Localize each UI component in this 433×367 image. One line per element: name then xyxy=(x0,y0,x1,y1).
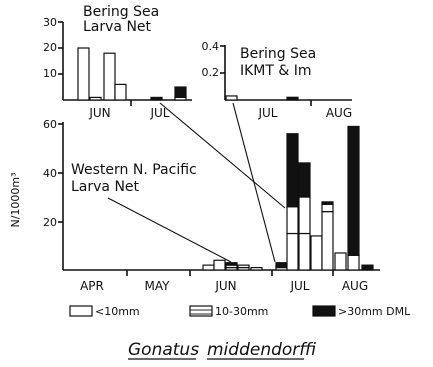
p1-month-jul: JUL xyxy=(149,106,169,120)
p3-month-may: MAY xyxy=(145,279,171,293)
panel-western-pacific: Western N. Pacific Larva Net 60 40 20 AP… xyxy=(43,118,380,293)
p3-ytick-60: 60 xyxy=(43,118,57,131)
p2-ytick-0.4: 0.4 xyxy=(202,40,220,53)
p1-ytick-30: 30 xyxy=(43,16,57,29)
p1-month-jun: JUN xyxy=(88,106,110,120)
bering_larva-bar-1-small xyxy=(89,96,102,101)
western_pacific-bar-10-small xyxy=(334,252,347,271)
western_pacific-bar-5-large xyxy=(275,262,288,269)
y-axis-label: N/1000m³ xyxy=(9,172,22,227)
p1-title-line2: Larva Net xyxy=(83,19,152,35)
western_pacific-bar-0-small xyxy=(202,264,215,271)
bering_ikmt-bar-1-large xyxy=(286,96,299,101)
western_pacific-bar-2-large xyxy=(225,262,238,266)
western_pacific-bar-6-large xyxy=(286,133,299,208)
western_pacific-bar-9-large xyxy=(321,201,334,205)
legend-swatch-small xyxy=(69,305,93,317)
legend-label-mid: 10-30mm xyxy=(215,305,268,318)
leader-line-western xyxy=(107,197,232,263)
bering_larva-bar-2-small xyxy=(103,52,116,101)
bering_larva-bar-5-large xyxy=(174,86,187,98)
p2-title-line2: IKMT & Im xyxy=(240,63,312,79)
western_pacific-bar-11-mid xyxy=(347,254,360,271)
caption-species: middendorffi xyxy=(207,340,316,360)
p2-month-jul: JUL xyxy=(257,106,277,120)
western_pacific-bar-9-mid xyxy=(321,203,334,213)
p2-ytick-0.2: 0.2 xyxy=(202,66,220,79)
bering_ikmt-bar-0-small xyxy=(225,95,238,101)
leader-line-bering-ikmt xyxy=(232,102,276,263)
western_pacific-bar-7-large xyxy=(298,162,311,198)
western_pacific-bar-6-small xyxy=(286,232,299,271)
p3-month-aug: AUG xyxy=(342,279,368,293)
bering_larva-bar-4-large xyxy=(150,96,163,101)
panel-bering-ikmt: Bering Sea IKMT & Im 0.4 0.2 JUL AUG xyxy=(202,40,353,120)
western_pacific-bar-1-mid xyxy=(213,259,226,271)
p3-title-line1: Western N. Pacific xyxy=(71,162,197,178)
western_pacific-bar-11-large xyxy=(347,125,360,256)
p3-ytick-20: 20 xyxy=(43,216,57,229)
p1-ytick-20: 20 xyxy=(43,41,57,54)
p3-month-apr: APR xyxy=(80,279,104,293)
panel-bering-larva: Bering Sea Larva Net 30 20 10 JUN JUL xyxy=(43,4,192,120)
p2-month-aug: AUG xyxy=(326,106,352,120)
p1-title-line1: Bering Sea xyxy=(83,4,159,20)
p3-month-jun: JUN xyxy=(214,279,236,293)
western_pacific-bar-3-mid xyxy=(237,264,250,269)
p3-ytick-40: 40 xyxy=(43,167,57,180)
p2-bars xyxy=(225,95,299,101)
p3-month-jul: JUL xyxy=(289,279,309,293)
western_pacific-bar-6-mid xyxy=(286,206,299,235)
legend-label-small: <10mm xyxy=(95,305,140,318)
caption: Gonatus middendorffi xyxy=(128,340,316,360)
western_pacific-bar-4-small xyxy=(250,266,263,271)
western_pacific-bar-7-small xyxy=(298,232,311,271)
legend-swatch-large xyxy=(312,305,336,317)
legend-swatch-mid xyxy=(189,305,213,317)
western_pacific-bar-9-small xyxy=(321,211,334,271)
legend-label-large: >30mm DML xyxy=(338,305,411,318)
p3-title-line2: Larva Net xyxy=(71,179,140,195)
western_pacific-bar-8-small xyxy=(310,235,323,271)
p3-bars xyxy=(202,125,374,271)
p1-bars xyxy=(77,47,187,101)
bering_larva-bar-3-small xyxy=(114,83,127,101)
bering_larva-bar-0-small xyxy=(77,47,90,101)
western_pacific-bar-7-mid xyxy=(298,196,311,235)
leader-line-bering-larva xyxy=(159,102,286,209)
p1-ytick-10: 10 xyxy=(43,67,57,80)
caption-genus: Gonatus xyxy=(128,340,199,360)
p2-title-line1: Bering Sea xyxy=(240,46,316,62)
legend: <10mm 10-30mm >30mm DML xyxy=(69,305,411,318)
western_pacific-bar-12-large xyxy=(361,264,374,271)
